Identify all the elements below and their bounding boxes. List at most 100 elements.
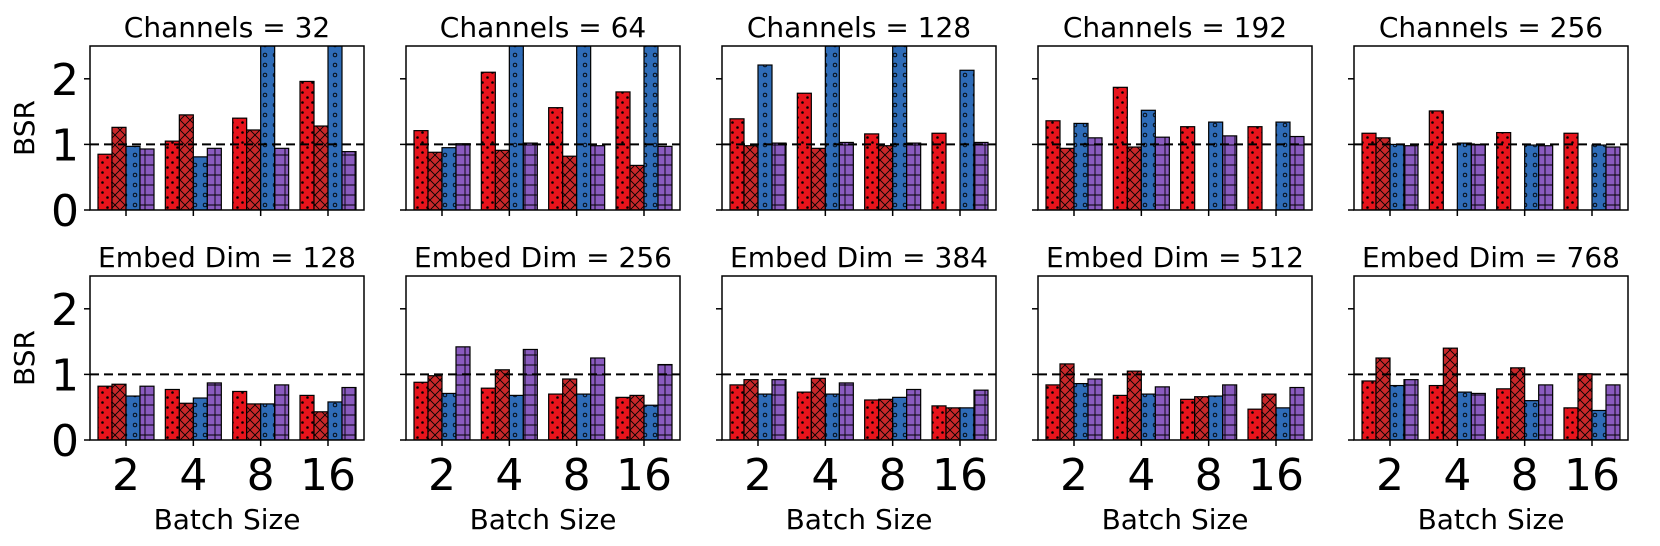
bar bbox=[548, 107, 564, 210]
bar bbox=[1045, 384, 1061, 440]
bar bbox=[1563, 132, 1579, 210]
bar bbox=[1275, 121, 1291, 210]
axes-frame bbox=[721, 275, 997, 441]
bar bbox=[164, 140, 180, 210]
bar bbox=[480, 71, 496, 210]
bar bbox=[615, 396, 631, 440]
subplot-title: Channels = 192 bbox=[1063, 11, 1287, 44]
bar bbox=[327, 46, 343, 210]
x-tick-label: 4 bbox=[811, 450, 839, 501]
subplot-title: Channels = 256 bbox=[1379, 11, 1603, 44]
axes-frame bbox=[1353, 45, 1629, 211]
x-tick-label: 16 bbox=[616, 450, 672, 501]
x-tick-label: 2 bbox=[428, 450, 456, 501]
bar bbox=[1524, 400, 1540, 440]
bar bbox=[1275, 407, 1291, 440]
bar bbox=[1073, 382, 1089, 440]
bar bbox=[864, 399, 880, 440]
bar bbox=[413, 381, 429, 440]
bar bbox=[1261, 393, 1277, 440]
bar bbox=[1073, 122, 1089, 210]
x-axis-label: Batch Size bbox=[786, 503, 933, 536]
bar bbox=[838, 141, 854, 210]
bar bbox=[959, 69, 975, 210]
subplot-2: Channels = 128 bbox=[716, 11, 997, 216]
bar bbox=[1087, 378, 1103, 440]
bar bbox=[945, 407, 961, 440]
bar bbox=[97, 385, 113, 440]
bar bbox=[1126, 146, 1142, 210]
bar bbox=[1563, 407, 1579, 440]
bar bbox=[1524, 144, 1540, 210]
bar bbox=[508, 46, 524, 210]
bar bbox=[796, 92, 812, 210]
x-tick-label: 8 bbox=[563, 450, 591, 501]
bar bbox=[743, 145, 759, 210]
bar bbox=[1605, 146, 1621, 210]
x-tick-label: 2 bbox=[112, 450, 140, 501]
bar bbox=[878, 145, 894, 210]
subplot-title: Embed Dim = 384 bbox=[730, 241, 988, 274]
bar bbox=[178, 114, 194, 210]
bar bbox=[232, 390, 248, 440]
bar bbox=[743, 379, 759, 440]
bar bbox=[274, 384, 290, 440]
bar bbox=[810, 377, 826, 440]
bar bbox=[455, 143, 471, 210]
bar bbox=[413, 130, 429, 210]
bar bbox=[810, 147, 826, 210]
bar bbox=[274, 147, 290, 210]
axes-frame bbox=[405, 45, 681, 211]
bar bbox=[1456, 391, 1472, 440]
subplot-title: Embed Dim = 512 bbox=[1046, 241, 1304, 274]
bar bbox=[629, 394, 645, 440]
subplot-0: Channels = 32 0 1 2 BSR bbox=[8, 11, 365, 237]
bar bbox=[771, 379, 787, 440]
bar bbox=[1389, 384, 1405, 440]
bar bbox=[1208, 395, 1224, 440]
bar bbox=[892, 396, 908, 440]
bar bbox=[192, 397, 208, 440]
bar bbox=[878, 398, 894, 440]
bar bbox=[838, 382, 854, 440]
bar bbox=[562, 378, 578, 440]
bar bbox=[508, 394, 524, 440]
y-tick-label: 2 bbox=[51, 55, 79, 106]
bar bbox=[1538, 384, 1554, 440]
bar bbox=[522, 142, 538, 210]
x-axis-label: Batch Size bbox=[1102, 503, 1249, 536]
axes-frame bbox=[1037, 45, 1313, 211]
bar bbox=[1247, 126, 1263, 210]
bar bbox=[729, 384, 745, 440]
bar bbox=[260, 403, 276, 440]
bar bbox=[1045, 120, 1061, 210]
bar bbox=[1456, 142, 1472, 210]
x-tick-label: 8 bbox=[879, 450, 907, 501]
y-tick-label: 0 bbox=[51, 416, 79, 467]
axes-frame bbox=[89, 45, 365, 211]
bar bbox=[1140, 109, 1156, 210]
bar bbox=[494, 149, 510, 210]
bar bbox=[455, 346, 471, 440]
bar bbox=[973, 141, 989, 210]
bar bbox=[192, 156, 208, 210]
bar bbox=[796, 391, 812, 440]
bar bbox=[1470, 143, 1486, 210]
bar bbox=[906, 388, 922, 440]
subplot-title: Channels = 128 bbox=[747, 11, 971, 44]
bar bbox=[906, 142, 922, 210]
bar bbox=[299, 394, 315, 440]
subplot-4: Channels = 256 bbox=[1348, 11, 1629, 216]
x-tick-label: 16 bbox=[300, 450, 356, 501]
bar bbox=[643, 404, 659, 440]
y-tick-label: 1 bbox=[51, 350, 79, 401]
bar bbox=[441, 147, 457, 210]
x-tick-label: 16 bbox=[932, 450, 988, 501]
bar bbox=[590, 145, 606, 210]
bar bbox=[1289, 135, 1305, 210]
x-tick-label: 8 bbox=[1511, 450, 1539, 501]
bar bbox=[1180, 126, 1196, 210]
bar bbox=[1403, 145, 1419, 210]
